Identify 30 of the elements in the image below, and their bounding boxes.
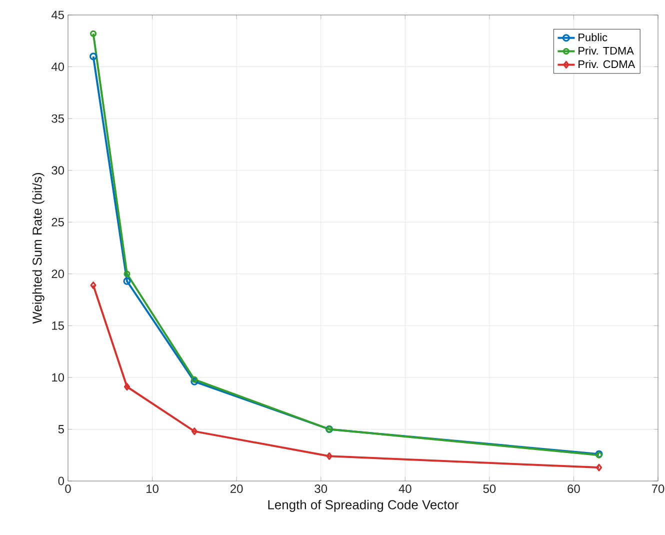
point	[191, 428, 198, 436]
y-tick-label: 20	[52, 270, 64, 278]
y-tick-label: 35	[52, 114, 64, 123]
x-tick-label: 20	[230, 484, 243, 493]
x-tick-label: 30	[314, 484, 328, 493]
y-axis-title: Weighted Sum Rate (bit/s)	[32, 172, 44, 324]
y-tick-label: 10	[52, 373, 64, 382]
x-tick-label: 40	[398, 484, 412, 493]
x-axis-title: Length of Spreading Code Vector	[268, 500, 459, 512]
y-tick-label: 40	[51, 62, 64, 71]
point	[326, 452, 332, 460]
point	[191, 376, 198, 383]
y-tick-label: 5	[58, 425, 64, 434]
y-tick-label: 30	[52, 166, 64, 175]
legend-label: Priv. TDMA	[578, 46, 634, 55]
point	[124, 382, 130, 391]
x-tick-label: 10	[146, 484, 158, 493]
legend-label: Public	[578, 33, 608, 42]
point	[190, 378, 198, 386]
legend-label: Priv. CDMA	[578, 60, 636, 68]
x-tick-label: 50	[483, 484, 496, 493]
point	[124, 270, 130, 278]
y-tick-label: 45	[51, 10, 64, 20]
y-tick-label: 0	[58, 476, 64, 486]
point	[123, 277, 131, 285]
x-tick-label: 60	[568, 484, 580, 493]
x-tick-label: 70	[652, 484, 664, 493]
x-tick-label: 0	[65, 484, 71, 493]
y-tick-label: 15	[52, 322, 64, 330]
y-tick-label: 25	[52, 218, 64, 226]
